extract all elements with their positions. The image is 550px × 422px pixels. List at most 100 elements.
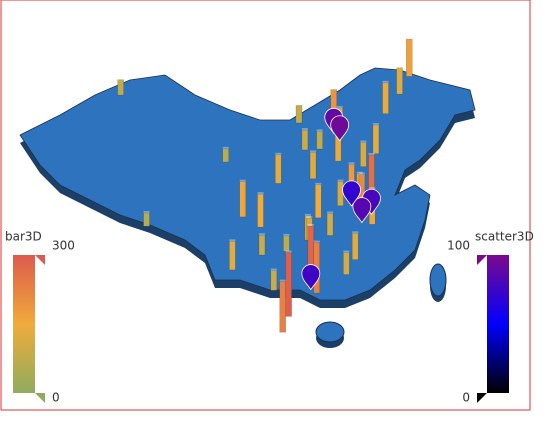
bar-face bbox=[143, 212, 150, 227]
bar bbox=[270, 268, 278, 291]
scatter-pin bbox=[342, 180, 361, 207]
bar-face bbox=[396, 67, 403, 95]
bar-top bbox=[382, 80, 389, 83]
bar-face bbox=[314, 184, 322, 219]
bar bbox=[326, 211, 334, 236]
bar-top bbox=[369, 187, 376, 190]
bar-face bbox=[316, 131, 323, 150]
bar-face bbox=[229, 241, 236, 271]
bar-top bbox=[356, 171, 363, 174]
bar-top bbox=[313, 240, 320, 243]
bar-top bbox=[143, 210, 150, 213]
legend-title: scatter3D bbox=[475, 230, 534, 244]
bar-top bbox=[295, 103, 302, 106]
bar-face bbox=[382, 82, 389, 114]
bar-top bbox=[336, 105, 343, 108]
legend-min: 0 bbox=[462, 391, 470, 405]
hainan bbox=[315, 321, 345, 343]
marks bbox=[117, 37, 413, 333]
bar bbox=[279, 279, 286, 333]
bar-face bbox=[360, 142, 367, 167]
bar bbox=[351, 231, 359, 260]
bar-face bbox=[117, 79, 124, 96]
bar-top bbox=[306, 216, 313, 219]
bar-top bbox=[117, 77, 124, 80]
bar bbox=[239, 179, 246, 218]
bar-top bbox=[301, 128, 308, 131]
bar-top bbox=[285, 250, 292, 253]
bar bbox=[372, 123, 380, 154]
bar-top bbox=[270, 268, 277, 271]
bar-face bbox=[239, 181, 246, 218]
bar-face bbox=[309, 152, 317, 180]
bar-top bbox=[310, 150, 317, 153]
scatter-pin bbox=[330, 115, 350, 142]
map-top bbox=[19, 67, 476, 301]
bar bbox=[382, 80, 389, 114]
bar-face bbox=[343, 252, 350, 275]
bar-top bbox=[257, 192, 264, 195]
bar-top bbox=[239, 179, 246, 182]
bar bbox=[258, 233, 266, 256]
taiwan bbox=[429, 263, 447, 297]
bar bbox=[396, 65, 403, 95]
bar-top bbox=[372, 123, 379, 126]
frame bbox=[0, 0, 531, 411]
bar bbox=[229, 239, 236, 271]
scatter-pin bbox=[301, 264, 321, 291]
china-map bbox=[19, 67, 476, 348]
bar-face bbox=[405, 38, 413, 77]
bar bbox=[360, 140, 367, 167]
bar-face bbox=[270, 270, 278, 291]
legend-max: 300 bbox=[52, 239, 75, 253]
legend-max: 100 bbox=[447, 239, 470, 253]
bar bbox=[222, 146, 229, 163]
bar-face bbox=[257, 193, 264, 228]
legend-handle bbox=[35, 393, 45, 403]
bar bbox=[257, 192, 264, 228]
bar-face bbox=[351, 233, 359, 260]
bar bbox=[143, 210, 150, 227]
bar bbox=[275, 152, 282, 184]
scatter-pin bbox=[352, 197, 372, 224]
bar-top bbox=[330, 87, 337, 90]
bar-top bbox=[222, 146, 229, 149]
bar-face bbox=[275, 154, 282, 184]
legend-handle bbox=[35, 255, 45, 265]
bar-top bbox=[406, 37, 413, 40]
bar-top bbox=[327, 211, 334, 214]
bar-face bbox=[279, 281, 286, 333]
bar-top bbox=[229, 239, 236, 242]
bar bbox=[316, 129, 323, 150]
bar bbox=[405, 37, 413, 77]
bar bbox=[301, 128, 309, 151]
bar-top bbox=[360, 140, 367, 143]
bar-top bbox=[343, 250, 350, 253]
bar-top bbox=[368, 153, 375, 156]
bar-face bbox=[295, 105, 303, 124]
legend-handle bbox=[477, 393, 487, 403]
bar-top bbox=[316, 129, 323, 132]
bar bbox=[309, 150, 317, 180]
legend-min: 0 bbox=[52, 391, 60, 405]
bar bbox=[283, 233, 290, 252]
bar bbox=[285, 250, 292, 317]
bar-top bbox=[304, 213, 311, 216]
bar-top bbox=[279, 279, 286, 282]
bar-face bbox=[285, 252, 292, 317]
bar-face bbox=[372, 124, 380, 154]
bar-legend-bar bbox=[13, 255, 35, 393]
bar bbox=[343, 250, 350, 275]
legend-handle bbox=[477, 255, 487, 265]
bar-face bbox=[301, 129, 309, 151]
bar-top bbox=[358, 172, 365, 175]
bar-face bbox=[283, 235, 290, 252]
bar-top bbox=[258, 233, 265, 236]
bar-face bbox=[222, 148, 229, 163]
bar-top bbox=[283, 233, 290, 236]
bar-top bbox=[275, 152, 282, 155]
legend-title: bar3D bbox=[5, 230, 42, 244]
scatter-legend-bar bbox=[487, 255, 509, 393]
bar-face bbox=[337, 181, 344, 206]
